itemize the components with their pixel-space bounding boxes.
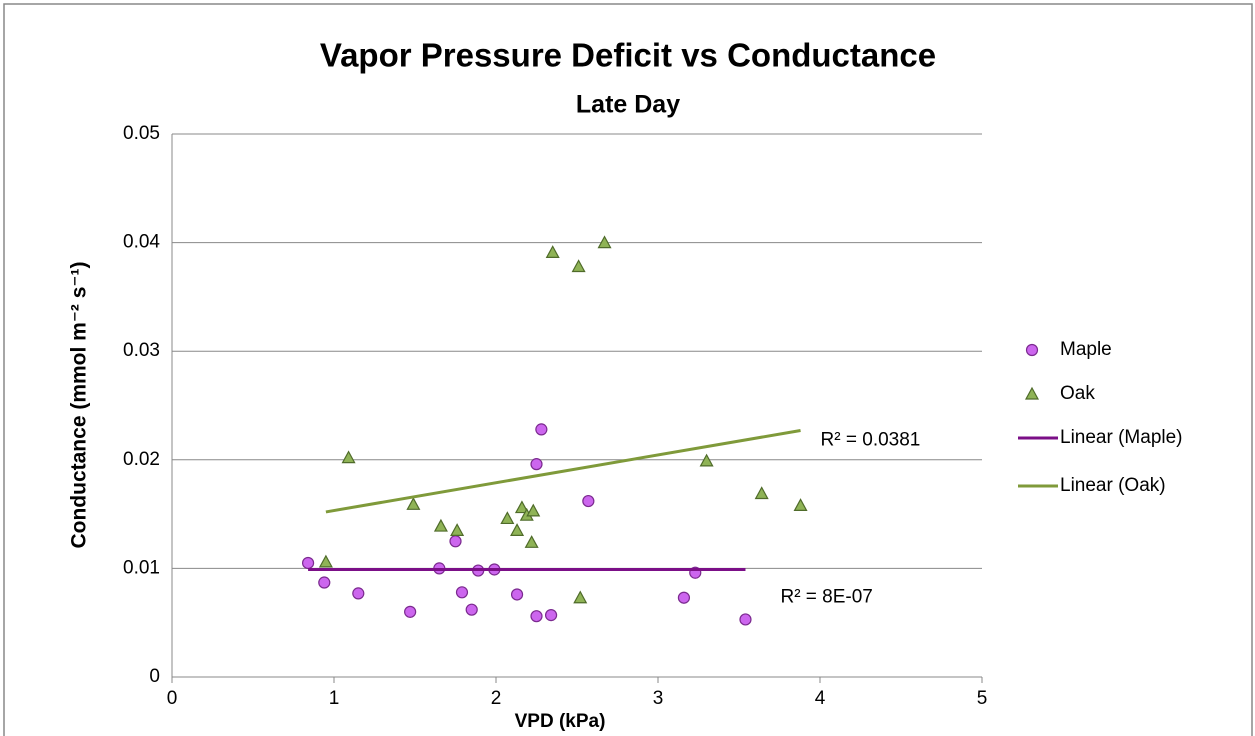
point bbox=[535, 423, 548, 436]
y-tick-label: 0.02 bbox=[123, 449, 160, 470]
point bbox=[545, 245, 560, 258]
point bbox=[433, 518, 448, 532]
trendline bbox=[325, 428, 801, 514]
y-tick-label: 0.05 bbox=[123, 123, 160, 144]
point bbox=[352, 587, 365, 600]
legend-marker bbox=[1024, 386, 1040, 400]
point bbox=[510, 588, 524, 601]
point bbox=[514, 500, 529, 514]
y-axis-label: Conductance (mmol m⁻² s⁻¹) bbox=[68, 261, 91, 548]
chart-title: Vapor Pressure Deficit vs Conductance bbox=[320, 37, 936, 74]
point bbox=[465, 603, 478, 616]
point bbox=[526, 503, 541, 517]
point bbox=[404, 605, 417, 618]
point bbox=[677, 591, 691, 604]
point bbox=[571, 259, 586, 273]
x-tick-label: 4 bbox=[815, 688, 826, 709]
point bbox=[450, 523, 465, 536]
x-tick-label: 5 bbox=[977, 688, 988, 709]
point bbox=[699, 453, 714, 467]
chart-border bbox=[3, 3, 1253, 736]
x-axis-label: VPD (kPa) bbox=[515, 711, 606, 732]
point bbox=[573, 590, 588, 604]
legend-label: Linear (Maple) bbox=[1060, 427, 1183, 448]
x-tick-label: 1 bbox=[329, 688, 340, 709]
point bbox=[530, 610, 543, 623]
y-tick-label: 0.01 bbox=[123, 557, 160, 578]
trendline-label: R² = 8E-07 bbox=[780, 587, 872, 608]
x-tick-label: 2 bbox=[491, 688, 502, 709]
point bbox=[406, 497, 421, 510]
x-tick-label: 3 bbox=[653, 688, 664, 709]
legend-label: Linear (Oak) bbox=[1060, 475, 1166, 496]
point bbox=[530, 458, 543, 471]
point bbox=[318, 554, 333, 568]
point bbox=[793, 498, 808, 512]
chart-subtitle: Late Day bbox=[576, 91, 680, 119]
y-tick-label: 0 bbox=[149, 666, 160, 687]
point bbox=[455, 586, 469, 599]
y-tick-label: 0.03 bbox=[123, 340, 160, 361]
point bbox=[510, 523, 525, 536]
point bbox=[449, 535, 462, 548]
legend-marker bbox=[1025, 343, 1039, 357]
point bbox=[524, 535, 539, 548]
point bbox=[500, 511, 515, 525]
point bbox=[754, 486, 769, 500]
point bbox=[544, 608, 558, 622]
trendline-label: R² = 0.0381 bbox=[821, 429, 921, 450]
legend-label: Maple bbox=[1060, 339, 1112, 360]
y-tick-label: 0.04 bbox=[123, 232, 160, 253]
legend-label: Oak bbox=[1060, 383, 1095, 404]
point bbox=[582, 494, 595, 508]
point bbox=[739, 613, 752, 626]
point bbox=[301, 556, 315, 570]
point bbox=[341, 450, 356, 464]
point bbox=[318, 576, 331, 589]
point bbox=[597, 235, 612, 249]
x-tick-label: 0 bbox=[167, 688, 178, 709]
